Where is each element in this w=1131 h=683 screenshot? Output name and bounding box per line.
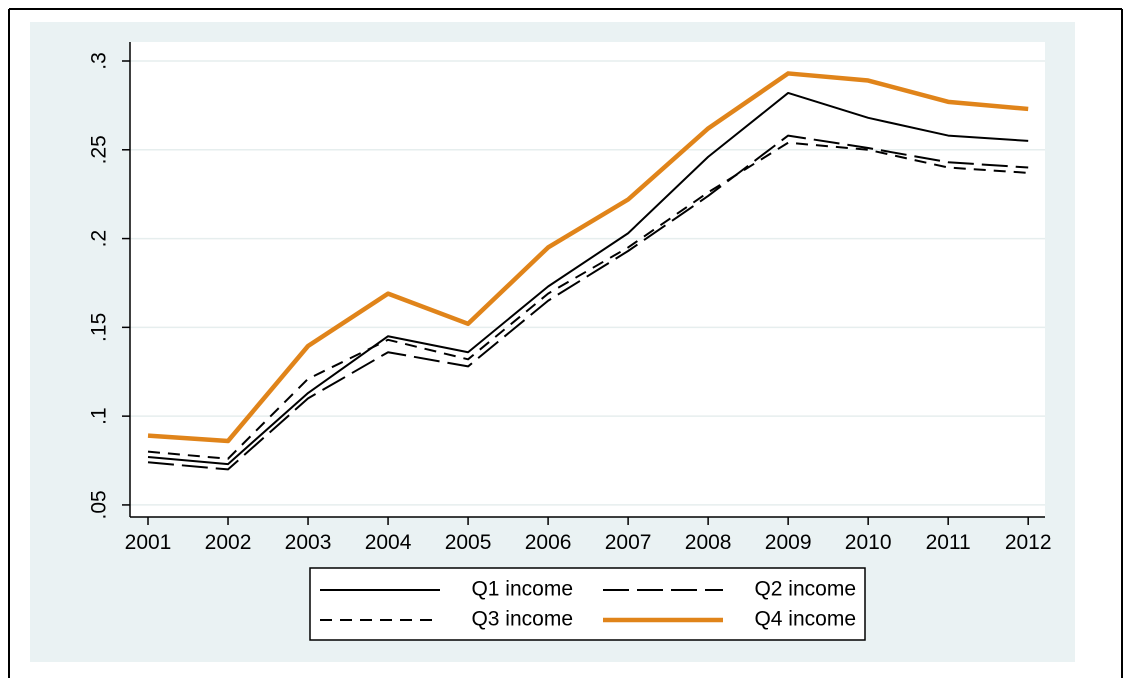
legend-box xyxy=(309,567,866,641)
y-tick-label: .1 xyxy=(88,407,111,425)
x-tick-label: 2001 xyxy=(125,531,172,554)
x-tick-label: 2004 xyxy=(365,531,412,554)
y-tick-label: .05 xyxy=(88,490,111,519)
x-tick-label: 2009 xyxy=(765,531,812,554)
y-tick-label: .25 xyxy=(88,135,111,164)
legend-label: Q3 income xyxy=(471,608,573,631)
x-tick-label: 2002 xyxy=(205,531,252,554)
legend-label: Q2 income xyxy=(754,578,856,601)
x-tick-label: 2008 xyxy=(685,531,732,554)
x-tick-label: 2007 xyxy=(605,531,652,554)
legend-label: Q1 income xyxy=(471,578,573,601)
x-tick-label: 2006 xyxy=(525,531,572,554)
x-tick-label: 2010 xyxy=(845,531,892,554)
series-line xyxy=(147,71,1029,444)
legend-label: Q4 income xyxy=(754,608,856,631)
y-tick-label: .3 xyxy=(88,52,111,70)
plot-area xyxy=(130,42,1045,517)
y-tick-label: .15 xyxy=(88,313,111,342)
x-tick-label: 2005 xyxy=(445,531,492,554)
x-tick-label: 2012 xyxy=(1005,531,1052,554)
x-tick-label: 2011 xyxy=(926,531,971,554)
series-line xyxy=(147,134,1029,471)
series-line xyxy=(147,141,1029,460)
x-tick-label: 2003 xyxy=(285,531,332,554)
series-line xyxy=(147,91,1029,466)
y-tick-label: .2 xyxy=(88,230,111,248)
